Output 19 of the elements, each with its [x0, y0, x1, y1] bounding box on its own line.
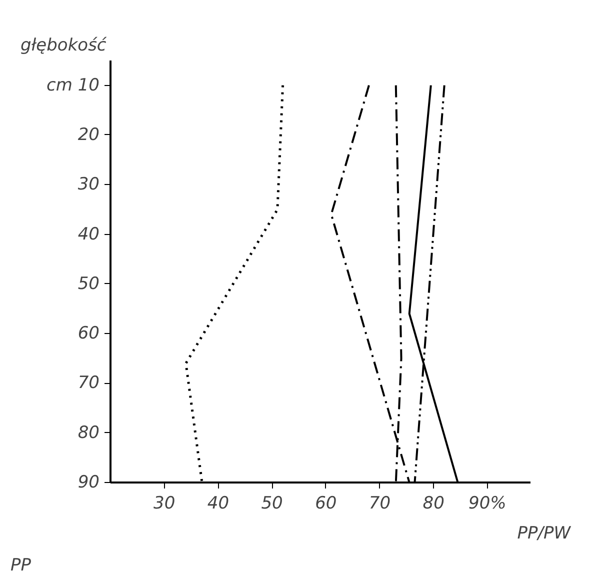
- y-tick-label: 30: [78, 174, 100, 195]
- x-tick-label: 30: [154, 494, 176, 514]
- y-axis-title: głębokość: [20, 36, 107, 56]
- y-tick-label: 90: [78, 472, 100, 492]
- y-tick-label: 40: [78, 224, 100, 244]
- y-tick-label: 70: [78, 373, 100, 394]
- y-tick-label: 50: [78, 274, 100, 294]
- y-tick-label: cm 10: [46, 75, 100, 96]
- x-tick-label: 80: [422, 494, 444, 514]
- x-tick-label: 70: [368, 494, 391, 514]
- y-tick-label: 80: [78, 422, 100, 443]
- x-tick-label: 50: [261, 494, 283, 514]
- y-tick-label: 60: [78, 324, 100, 344]
- x-tick-label: 60: [315, 494, 337, 514]
- x-axis-title: PP/PW: [517, 524, 572, 544]
- x-tick-label: 40: [207, 494, 230, 514]
- x-tick-label: 90%: [468, 494, 506, 514]
- y-tick-label: 20: [78, 124, 100, 145]
- text: PP: [10, 556, 32, 576]
